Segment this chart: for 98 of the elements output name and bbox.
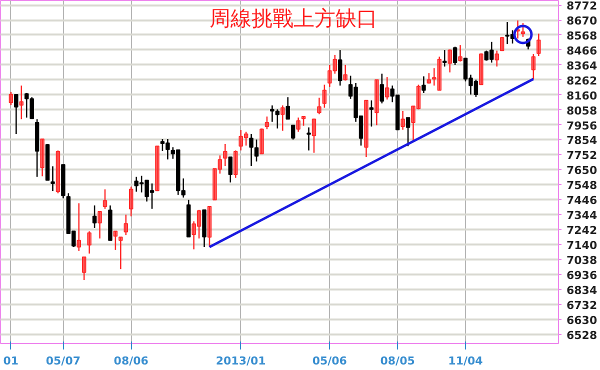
y-tick-label: 7854 [566,134,598,148]
candlestick [306,126,311,152]
candlestick [332,54,337,74]
y-tick-label: 7956 [566,119,598,132]
candlestick [536,33,541,57]
candlestick [118,236,123,270]
candlestick [280,104,285,132]
candlestick [422,76,426,94]
candlestick [494,50,499,68]
candlestick [249,133,254,167]
candlestick [286,96,290,120]
y-tick-label: 6630 [566,314,598,327]
candlestick [19,84,24,120]
candlestick [426,72,432,84]
candlestick [233,150,238,179]
x-tick-label: 08/05 [380,354,415,368]
candlestick [82,256,86,281]
chart-title: 周線挑戰上方缺口 [209,6,378,30]
y-tick-label: 6936 [566,268,598,282]
y-tick-label: 8772 [566,0,598,13]
candlestick [531,53,536,80]
x-tick-label: 2013/01 [216,354,266,368]
y-tick-label: 8364 [566,59,598,72]
x-tick-label: 05/07 [46,354,81,368]
candlestick [301,115,306,126]
y-tick-label: 7344 [566,209,598,222]
x-tick-label: 08/06 [114,354,149,368]
candlestick [87,230,92,254]
candlestick [102,188,108,210]
y-tick-label: 7140 [566,238,598,252]
y-tick-label: 7548 [566,179,598,192]
y-tick-label: 8568 [566,29,598,42]
candlestick [244,131,248,146]
candlestick [207,206,212,248]
candlestick [406,116,410,147]
candlestick [124,214,128,236]
candlestick [155,146,160,192]
candlestick [8,91,14,106]
candlestick [369,100,374,128]
candlestick [328,64,332,88]
x-tick-label: 01 [3,354,19,368]
y-tick-label: 8058 [566,104,598,118]
y-tick-label: 7446 [566,194,598,208]
y-tick-label: 7242 [566,224,598,238]
candlestick [192,220,196,250]
candlestick [296,116,300,132]
candlestick [374,79,379,126]
candlestick [76,202,81,252]
candlestick [400,110,405,130]
candlestick [264,116,270,130]
candlestick [317,97,322,115]
candlestick [416,84,421,110]
candlestick [254,138,259,162]
y-tick-label: 7650 [566,164,598,178]
candlestick [380,73,384,104]
candlestick [212,168,217,201]
candlestick [228,156,233,184]
candlestick [14,93,18,135]
x-tick-label: 11/04 [448,354,484,368]
candlestick [452,46,458,66]
y-tick-label: 7752 [566,149,598,162]
candlestick [442,49,447,68]
y-tick-label: 6528 [566,328,598,342]
candlestick [218,154,222,174]
candlestick [129,186,134,217]
candlestick [364,100,368,158]
y-tick-label: 8262 [566,74,598,88]
y-tick-label: 8670 [566,14,598,28]
y-tick-label: 7038 [566,254,598,267]
candlestick [92,204,97,229]
candlestick [98,210,102,240]
x-tick-label: 05/06 [312,354,348,368]
candlestick [40,138,44,177]
y-tick-label: 8160 [566,89,598,102]
candlestick [432,67,436,86]
y-tick-label: 6834 [566,284,598,297]
candlestick [290,124,296,140]
y-tick-label: 6732 [566,298,598,312]
candlestick [343,64,348,82]
y-tick-label: 8466 [566,44,598,58]
candlestick [223,143,228,167]
candlestick [520,22,526,38]
candlestick [385,76,390,100]
candlestick [448,48,452,74]
candlestick [500,36,504,52]
candlestick [196,209,202,240]
candlestick [113,230,118,251]
candlestick [479,52,484,86]
candlestick [238,129,243,152]
candlestick [312,118,316,154]
candlestick [50,166,55,192]
candlestick [458,44,462,62]
candlestick [338,49,342,86]
candlestick [411,105,416,142]
candlestick [56,150,60,194]
candlestick [260,128,264,154]
candlestick [437,56,442,91]
candlestick [322,84,327,108]
